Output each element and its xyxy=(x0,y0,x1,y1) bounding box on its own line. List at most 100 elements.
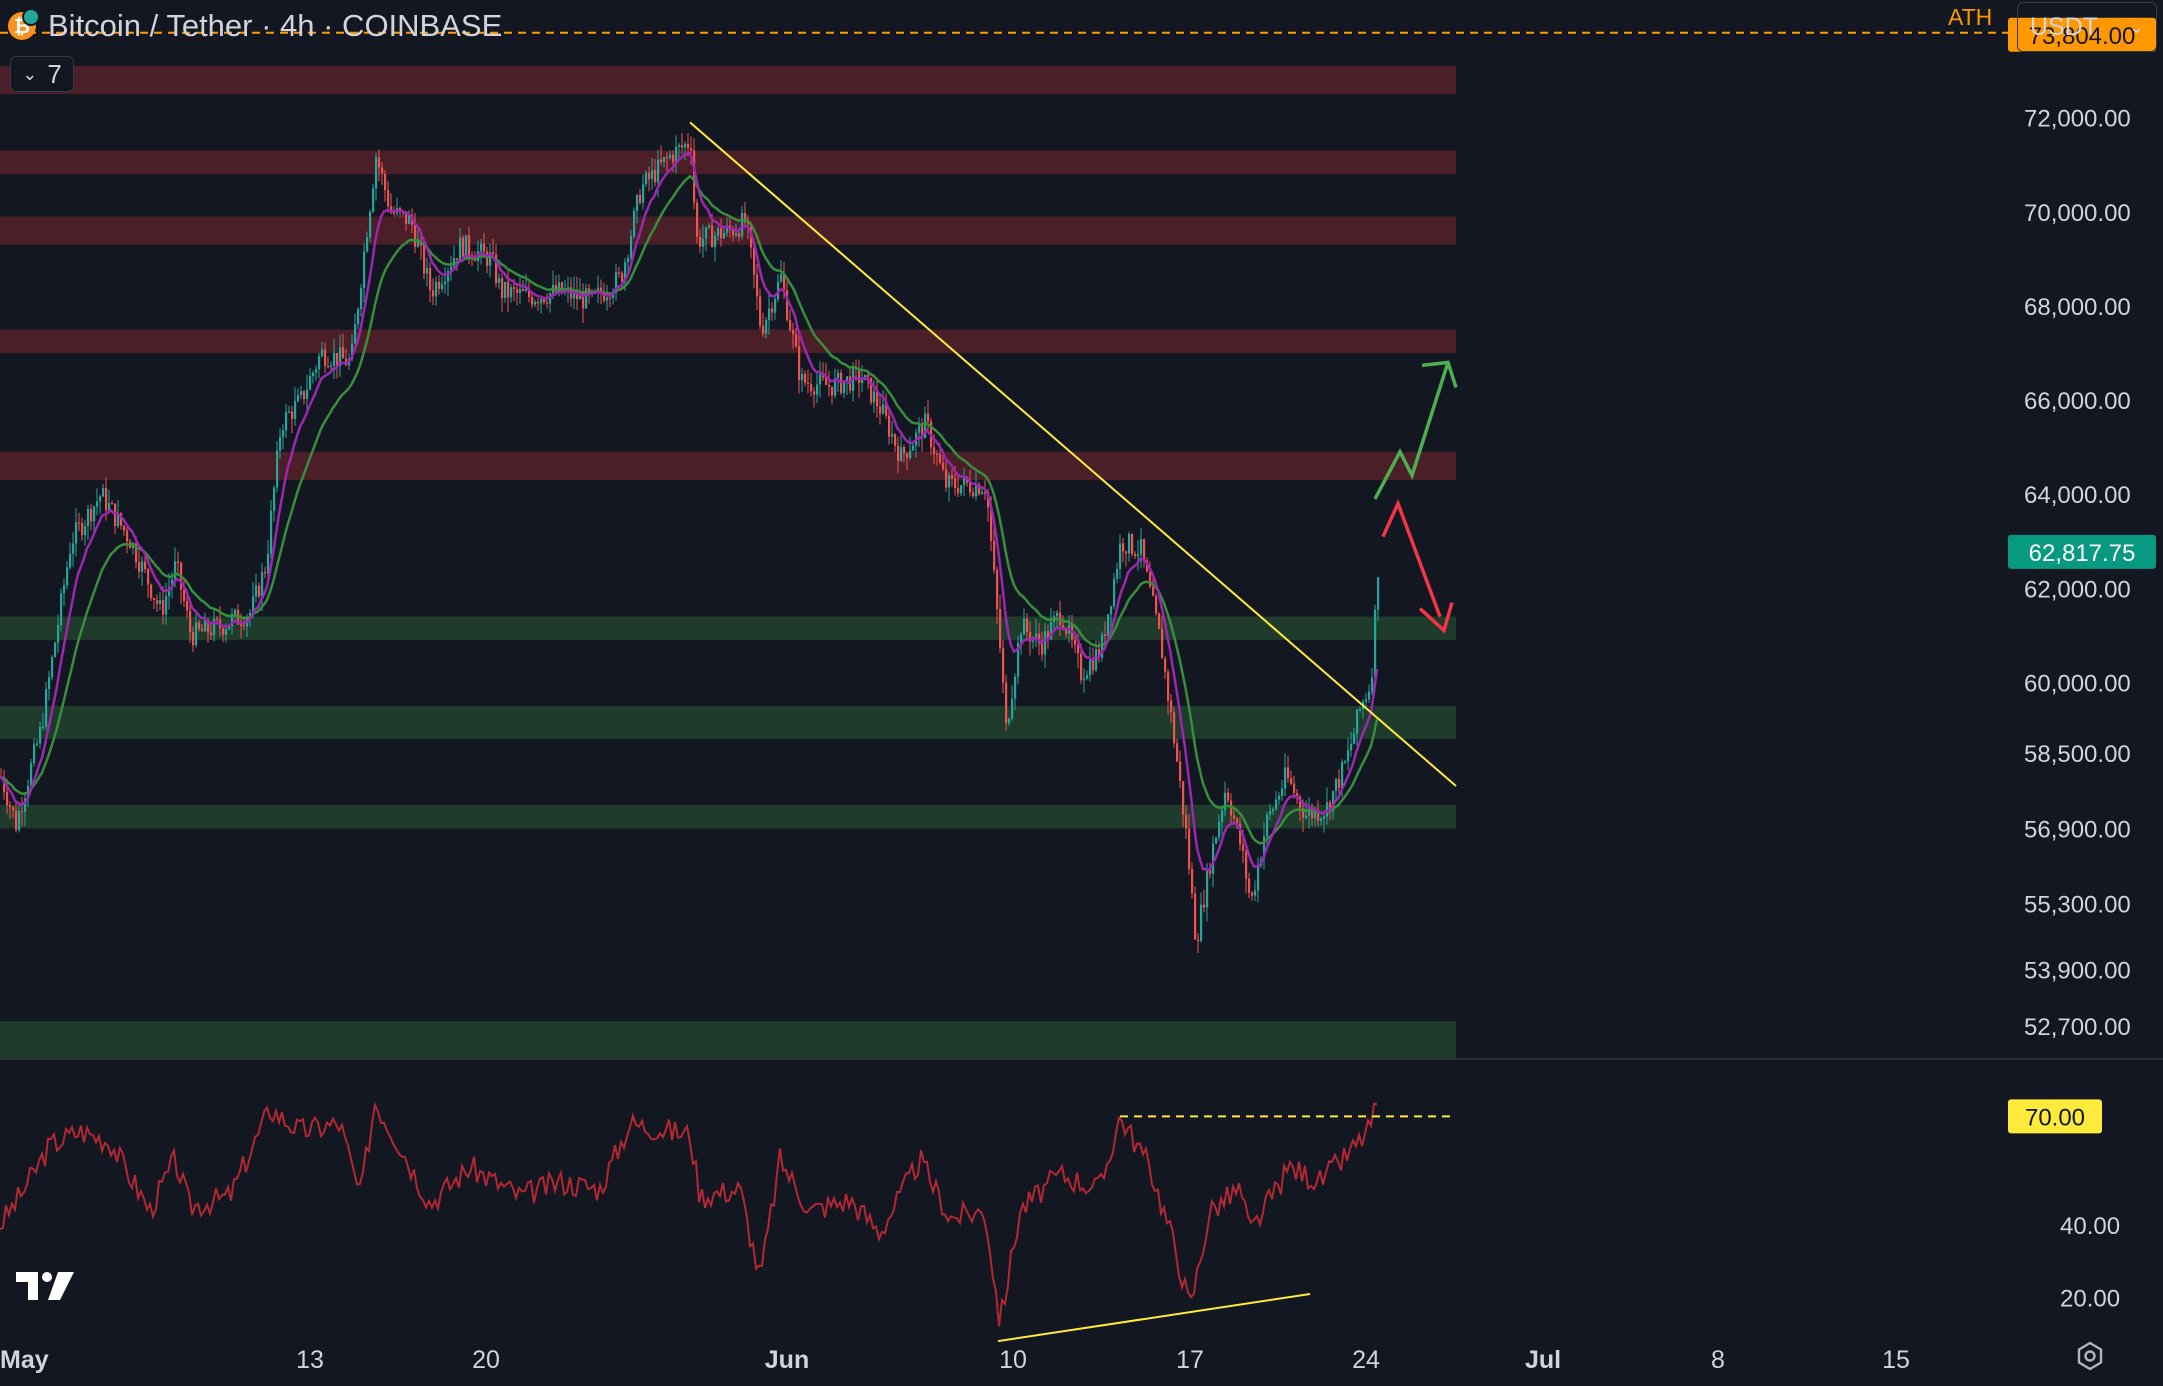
candle-body xyxy=(1242,844,1245,851)
candle-body xyxy=(111,502,114,505)
candle-body xyxy=(888,415,891,437)
candle-body xyxy=(1014,676,1017,699)
candle-body xyxy=(678,145,681,147)
candle-body xyxy=(900,446,903,461)
candle-body xyxy=(738,233,741,237)
candle-body xyxy=(1344,761,1347,763)
candle-body xyxy=(87,509,90,527)
candle-body xyxy=(1326,802,1329,817)
indicators-toggle-button[interactable]: ⌄ 7 xyxy=(10,56,74,92)
candle-body xyxy=(534,301,537,305)
candle-body xyxy=(33,744,36,764)
candle-body xyxy=(336,353,339,366)
ath-price-tag xyxy=(2008,17,2156,52)
candle-body xyxy=(1008,718,1011,724)
candle-body xyxy=(804,373,807,383)
symbol-header[interactable]: ₿ Bitcoin / Tether · 4h · COINBASE xyxy=(8,8,502,44)
candle-body xyxy=(1092,659,1095,671)
price-tick-label: 60,000.00 xyxy=(2024,670,2131,697)
price-tick-label: 70,000.00 xyxy=(2024,200,2131,227)
candle-body xyxy=(1221,810,1224,822)
candle-body xyxy=(138,562,141,572)
last-price-tag xyxy=(2008,534,2156,569)
candle-body xyxy=(1215,837,1218,844)
candle-body xyxy=(897,445,900,461)
candle-body xyxy=(921,425,924,439)
candle-body xyxy=(1314,809,1317,819)
candle-body xyxy=(75,522,78,544)
candle-body xyxy=(927,413,930,422)
currency-select[interactable]: USDT ⌄ xyxy=(2017,2,2157,52)
candle-body xyxy=(717,228,720,236)
candle-body xyxy=(1152,586,1155,597)
candle-body xyxy=(39,726,42,744)
candle-body xyxy=(306,389,309,400)
candle-body xyxy=(660,159,663,163)
candle-body xyxy=(702,238,705,247)
candles xyxy=(0,133,1380,953)
price-tick-label: 52,700.00 xyxy=(2024,1014,2131,1041)
candle-body xyxy=(360,288,363,310)
candle-body xyxy=(816,384,819,395)
time-tick-label: 8 xyxy=(1711,1346,1725,1374)
price-tick-label: 72,000.00 xyxy=(2024,106,2131,133)
candle-body xyxy=(1257,865,1260,891)
price-tick-label: 58,500.00 xyxy=(2024,741,2131,768)
drawings xyxy=(689,121,1458,787)
candle-body xyxy=(1095,649,1098,671)
candle-body xyxy=(627,258,630,263)
candle-body xyxy=(465,235,468,258)
resistance-zone xyxy=(0,451,1456,481)
candle-body xyxy=(747,222,750,225)
candle-body xyxy=(696,202,699,237)
candle-body xyxy=(1284,767,1287,789)
candle-body xyxy=(114,503,117,527)
time-tick-label: 24 xyxy=(1352,1346,1380,1374)
candle-body xyxy=(312,372,315,377)
candle-body xyxy=(903,446,906,454)
support-zone xyxy=(0,706,1456,739)
candle-body xyxy=(93,506,96,522)
candle-body xyxy=(366,236,369,252)
candle-body xyxy=(648,172,651,180)
candle-body xyxy=(216,618,219,620)
candle-body xyxy=(528,288,531,297)
candle-body xyxy=(813,391,816,395)
candle-body xyxy=(279,436,282,451)
candle-body xyxy=(309,376,312,390)
candle-body xyxy=(663,157,666,163)
candle-body xyxy=(675,146,678,163)
candle-body xyxy=(639,195,642,203)
candle-body xyxy=(1086,675,1089,679)
candle-body xyxy=(831,386,834,396)
candle-body xyxy=(549,293,552,304)
candle-body xyxy=(492,252,495,255)
candle-body xyxy=(57,624,60,643)
candle-body xyxy=(264,572,267,574)
candle-body xyxy=(441,284,444,289)
candle-body xyxy=(486,251,489,266)
tradingview-logo[interactable] xyxy=(14,1268,78,1304)
candle-body xyxy=(1191,868,1194,894)
candle-body xyxy=(1329,802,1332,812)
candle-body xyxy=(192,632,195,646)
settings-icon[interactable] xyxy=(2074,1340,2106,1372)
candle-body xyxy=(1056,612,1059,617)
resistance-zone xyxy=(0,65,1456,95)
candle-body xyxy=(315,369,318,373)
candle-body xyxy=(1293,783,1296,794)
candle-body xyxy=(1251,892,1254,896)
candle-body xyxy=(1209,869,1212,874)
candle-body xyxy=(762,325,765,334)
candle-body xyxy=(435,281,438,297)
candle-body xyxy=(807,382,810,385)
candle-body xyxy=(1143,539,1146,561)
candle-body xyxy=(630,236,633,259)
price-tick-label: 62,000.00 xyxy=(2024,576,2131,603)
bullish-arrow-head xyxy=(1421,360,1458,388)
candle-body xyxy=(438,281,441,289)
candle-body xyxy=(1011,698,1014,719)
candle-body xyxy=(756,274,759,297)
candle-body xyxy=(825,377,828,385)
